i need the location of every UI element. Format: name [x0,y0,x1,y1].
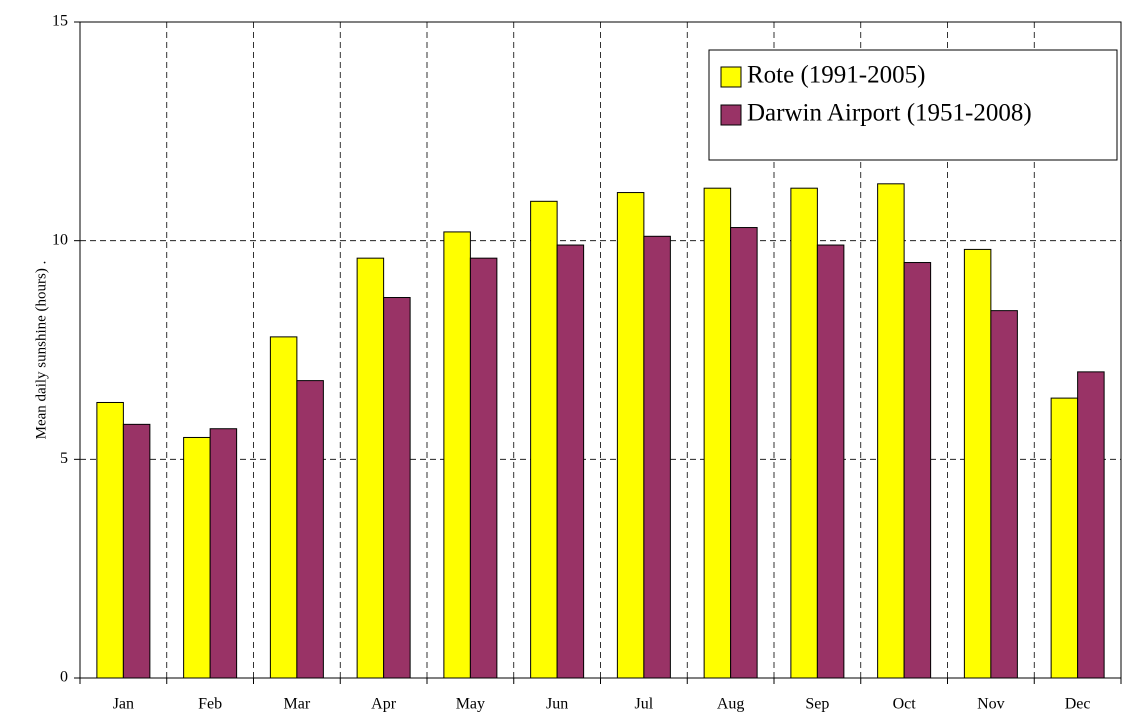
bar [296,380,324,679]
bar [730,227,758,679]
bar [816,244,845,679]
bar [1050,397,1079,679]
legend-box [708,49,1118,161]
y-axis-label: Mean daily sunshine (hours) . [33,261,49,440]
bar [122,423,151,679]
x-tick-label: Jan [113,696,134,713]
x-tick-label: Jul [635,696,654,713]
bar [643,235,671,679]
x-tick-label: Aug [717,696,745,713]
bar [877,183,905,679]
bar [703,187,732,679]
y-tick-label: 15 [52,13,68,30]
x-tick-label: Mar [284,696,311,713]
bar [469,257,498,679]
bar [903,262,932,679]
y-tick-label: 5 [60,450,68,467]
legend-swatch [720,66,742,88]
x-tick-label: Dec [1065,696,1091,713]
legend-label: Darwin Airport (1951-2008) [747,100,1032,127]
legend-label: Rote (1991-2005) [747,62,925,89]
bar [209,428,238,679]
bar [269,336,298,679]
x-tick-label: Oct [893,696,917,713]
bar [530,200,558,679]
x-tick-label: May [456,696,485,713]
x-tick-label: Jun [546,696,568,713]
x-tick-label: Apr [371,696,397,713]
y-tick-label: 10 [52,231,68,248]
bar [1077,371,1105,679]
y-tick-label: 0 [60,669,68,686]
bar [383,297,411,679]
bar [96,401,124,679]
x-tick-label: Nov [977,696,1005,713]
bar [616,192,645,679]
bar [556,244,585,679]
bar [963,248,992,679]
bar [790,187,818,679]
bar [183,436,211,679]
x-tick-label: Feb [198,696,222,713]
bar [356,257,385,679]
legend-swatch [720,104,742,126]
bar [443,231,471,679]
x-tick-label: Sep [805,696,829,713]
bar [990,310,1018,679]
